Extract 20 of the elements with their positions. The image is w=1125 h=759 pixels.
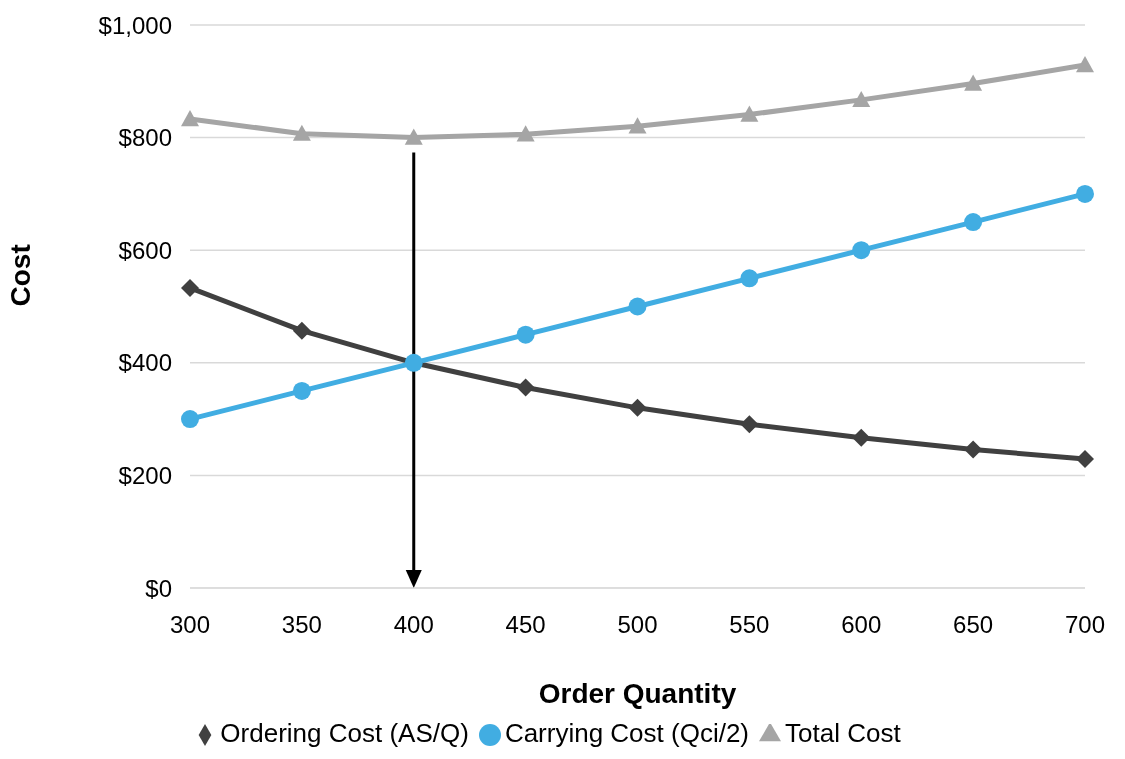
x-tick-label: 600 xyxy=(841,611,882,639)
x-tick-label: 500 xyxy=(617,611,658,639)
y-tick-label: $0 xyxy=(145,574,172,602)
y-tick-label: $200 xyxy=(118,461,172,489)
x-tick-label: 350 xyxy=(281,611,322,639)
y-tick-label: $600 xyxy=(118,236,172,264)
legend-label: Carrying Cost (Qci/2) xyxy=(504,718,750,748)
y-axis-title: Cost xyxy=(4,244,36,307)
x-tick-label: 700 xyxy=(1064,611,1106,639)
y-tick-label: $400 xyxy=(118,349,172,377)
x-tick-label: 400 xyxy=(393,611,434,639)
x-tick-label: 450 xyxy=(505,611,546,639)
x-tick-label: 550 xyxy=(729,611,770,639)
legend-label: Ordering Cost (AS/Q) xyxy=(220,718,469,748)
y-tick-label: $1,000 xyxy=(98,11,172,39)
y-tick-label: $800 xyxy=(118,124,172,152)
legend-label: Total Cost xyxy=(785,718,901,748)
x-tick-label: 300 xyxy=(169,611,211,639)
x-axis-title: Order Quantity xyxy=(538,678,737,709)
x-tick-label: 650 xyxy=(953,611,994,639)
